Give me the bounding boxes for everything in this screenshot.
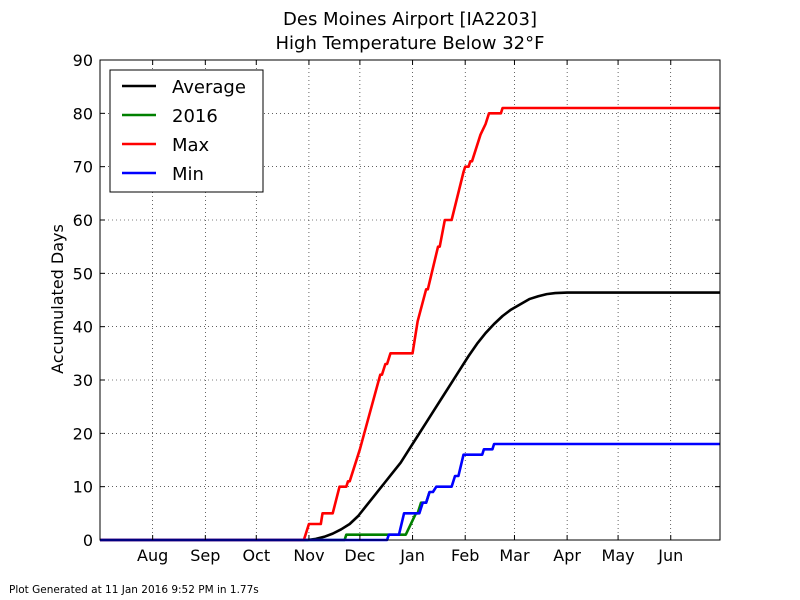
x-tick-label: Jan	[399, 546, 425, 565]
series-line-min	[100, 442, 720, 542]
x-tick-label: May	[602, 546, 635, 565]
axis-ticks: 0 10 20 30 40 50 60 70 80 90 Aug Sep Oct Nov Dec Jan Feb…	[73, 51, 720, 565]
x-tick-label: Feb	[451, 546, 479, 565]
y-tick-label: 70	[73, 158, 93, 177]
x-tick-label: Nov	[293, 546, 324, 565]
y-tick-label: 90	[73, 51, 93, 70]
legend-label: Max	[172, 135, 210, 156]
legend-label: Average	[172, 77, 246, 98]
series-group	[100, 106, 720, 542]
y-tick-label: 80	[73, 104, 93, 123]
x-tick-label: Mar	[499, 546, 530, 565]
legend: Average 2016 Max Min	[109, 69, 264, 193]
chart-title-line-2: High Temperature Below 32°F	[275, 33, 545, 54]
plot-generated-footer: Plot Generated at 11 Jan 2016 9:52 PM in…	[9, 584, 259, 596]
series-line-2016	[100, 491, 431, 542]
x-tick-label: Oct	[242, 546, 270, 565]
grid	[100, 60, 720, 540]
legend-box	[109, 69, 264, 193]
x-tick-label: Dec	[344, 546, 375, 565]
legend-label: Min	[172, 164, 204, 185]
x-tick-label: Aug	[137, 546, 168, 565]
x-tick-label: Sep	[190, 546, 220, 565]
series-line-average	[100, 291, 720, 542]
y-tick-label: 10	[73, 478, 93, 497]
y-tick-label: 0	[83, 531, 93, 550]
chart-title-line-1: Des Moines Airport [IA2203]	[283, 9, 537, 30]
x-tick-label: Apr	[553, 546, 581, 565]
plot-frame	[99, 59, 721, 541]
legend-label: 2016	[172, 106, 218, 127]
y-tick-label: 30	[73, 371, 93, 390]
y-tick-label: 40	[73, 318, 93, 337]
y-axis-label: Accumulated Days	[48, 224, 67, 374]
y-tick-label: 20	[73, 424, 93, 443]
x-tick-label: Jun	[657, 546, 683, 565]
y-tick-label: 60	[73, 211, 93, 230]
y-tick-label: 50	[73, 264, 93, 283]
series-line-max	[100, 106, 720, 542]
